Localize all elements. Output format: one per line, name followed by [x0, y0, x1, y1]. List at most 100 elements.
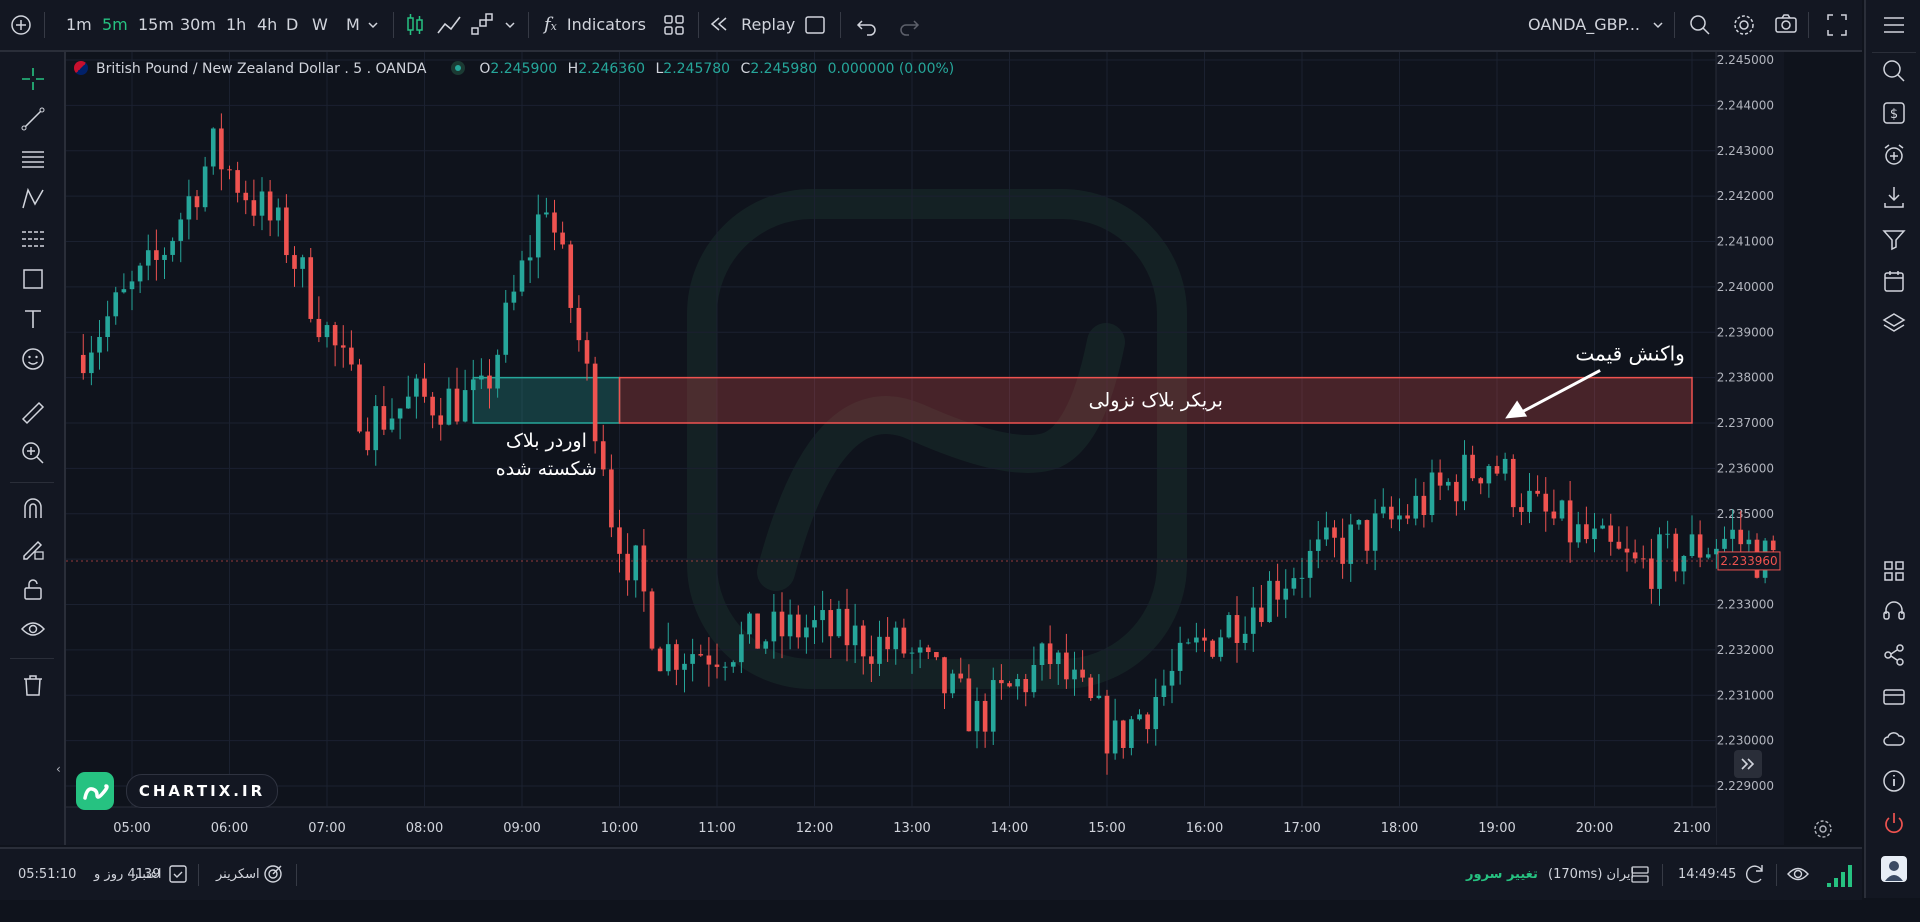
candle-body[interactable]: [438, 415, 444, 425]
info-icon[interactable]: [1879, 766, 1909, 796]
candle-body[interactable]: [154, 250, 159, 260]
candle-body[interactable]: [1429, 472, 1435, 516]
candle-body[interactable]: [649, 591, 655, 649]
candle-body[interactable]: [1348, 524, 1354, 564]
candle-body[interactable]: [1389, 506, 1394, 520]
layers-icon[interactable]: [1879, 308, 1909, 338]
candle-body[interactable]: [1047, 643, 1053, 665]
prediction-icon[interactable]: [18, 224, 48, 254]
candle-body[interactable]: [1129, 719, 1134, 748]
ruler-icon[interactable]: [18, 398, 48, 428]
server-icon[interactable]: [1630, 849, 1650, 900]
lock-drawing-icon[interactable]: [18, 534, 48, 564]
candle-body[interactable]: [251, 200, 257, 216]
candle-body[interactable]: [763, 641, 769, 649]
candle-body[interactable]: [1007, 683, 1012, 687]
candle-body[interactable]: [1673, 533, 1679, 572]
candle-body[interactable]: [1120, 720, 1126, 748]
candle-body[interactable]: [1023, 678, 1029, 693]
candle-body[interactable]: [308, 257, 314, 319]
replay-button[interactable]: Replay: [710, 0, 795, 50]
visibility-icon[interactable]: [18, 614, 48, 644]
candle-body[interactable]: [901, 627, 907, 654]
candle-body[interactable]: [422, 378, 427, 397]
timeframe-1m[interactable]: 1m: [66, 15, 92, 34]
candle-body[interactable]: [1730, 529, 1735, 539]
candle-body[interactable]: [877, 636, 882, 664]
candle-body[interactable]: [950, 673, 955, 694]
candles-icon[interactable]: [404, 0, 426, 50]
price-axis[interactable]: [1716, 52, 1784, 845]
candle-body[interactable]: [1470, 454, 1475, 479]
candle-body[interactable]: [1064, 652, 1069, 680]
candle-body[interactable]: [674, 644, 679, 670]
candle-body[interactable]: [235, 170, 240, 193]
candle-body[interactable]: [1535, 490, 1540, 494]
candle-body[interactable]: [1283, 588, 1289, 600]
candle-body[interactable]: [89, 352, 94, 374]
candle-body[interactable]: [1722, 538, 1727, 549]
symbol-search-button[interactable]: OANDA_GBP...: [1528, 0, 1640, 50]
text-tool-icon[interactable]: [18, 304, 48, 334]
menu-icon[interactable]: [1879, 10, 1909, 40]
candle-body[interactable]: [641, 545, 647, 592]
candle-body[interactable]: [1592, 528, 1597, 540]
candle-body[interactable]: [1104, 695, 1110, 754]
candle-body[interactable]: [511, 291, 517, 303]
compare-icon[interactable]: [470, 0, 494, 50]
add-symbol-icon[interactable]: [10, 0, 32, 50]
candle-body[interactable]: [414, 378, 419, 397]
candle-body[interactable]: [1559, 500, 1565, 519]
candle-body[interactable]: [284, 207, 289, 256]
candle-body[interactable]: [560, 232, 565, 245]
candle-body[interactable]: [1551, 511, 1557, 519]
pattern-icon[interactable]: [18, 184, 48, 214]
candle-body[interactable]: [917, 647, 923, 653]
candle-body[interactable]: [1210, 640, 1215, 657]
candle-body[interactable]: [844, 608, 850, 646]
candle-body[interactable]: [1324, 527, 1329, 540]
eye-icon[interactable]: [1786, 849, 1810, 900]
candle-body[interactable]: [584, 340, 590, 364]
candle-body[interactable]: [1445, 481, 1451, 486]
candle-body[interactable]: [909, 652, 915, 654]
candle-body[interactable]: [430, 396, 435, 416]
candle-body[interactable]: [1315, 539, 1321, 551]
candle-body[interactable]: [1640, 558, 1646, 560]
refresh-icon[interactable]: [1744, 849, 1766, 900]
candle-body[interactable]: [1405, 515, 1410, 519]
candle-body[interactable]: [1031, 665, 1037, 693]
screener-icon[interactable]: [262, 849, 284, 900]
timeframe-15m[interactable]: 15m: [138, 15, 174, 34]
candle-body[interactable]: [1567, 500, 1573, 543]
candle-body[interactable]: [747, 613, 752, 635]
candle-body[interactable]: [487, 375, 492, 389]
scroll-to-realtime-icon[interactable]: [1734, 750, 1762, 778]
timeframe-4h[interactable]: 4h: [257, 15, 278, 34]
candle-body[interactable]: [999, 680, 1004, 684]
candle-body[interactable]: [869, 656, 874, 664]
candle-body[interactable]: [405, 396, 411, 409]
candle-body[interactable]: [1527, 490, 1532, 512]
candle-body[interactable]: [243, 192, 249, 201]
candle-body[interactable]: [202, 166, 208, 208]
dashboard-icon[interactable]: [1879, 556, 1909, 586]
candle-body[interactable]: [836, 608, 842, 637]
candle-body[interactable]: [698, 654, 704, 656]
candle-body[interactable]: [113, 292, 119, 317]
candle-body[interactable]: [1145, 714, 1150, 730]
undo-icon[interactable]: [856, 0, 878, 50]
candle-body[interactable]: [267, 191, 273, 221]
candle-body[interactable]: [1746, 539, 1752, 545]
candle-body[interactable]: [592, 363, 598, 442]
candle-body[interactable]: [300, 257, 305, 269]
candle-body[interactable]: [162, 254, 167, 260]
price-chart[interactable]: 2.245000 2.244000 2.243000 2.242000 2.241000…: [66, 52, 1784, 845]
share-icon[interactable]: [1879, 640, 1909, 670]
candle-body[interactable]: [365, 431, 370, 451]
chart-settings-icon[interactable]: [1812, 818, 1834, 840]
candle-body[interactable]: [210, 128, 216, 167]
candle-body[interactable]: [804, 627, 809, 638]
unlock-icon[interactable]: [18, 574, 48, 604]
candle-body[interactable]: [617, 527, 622, 554]
